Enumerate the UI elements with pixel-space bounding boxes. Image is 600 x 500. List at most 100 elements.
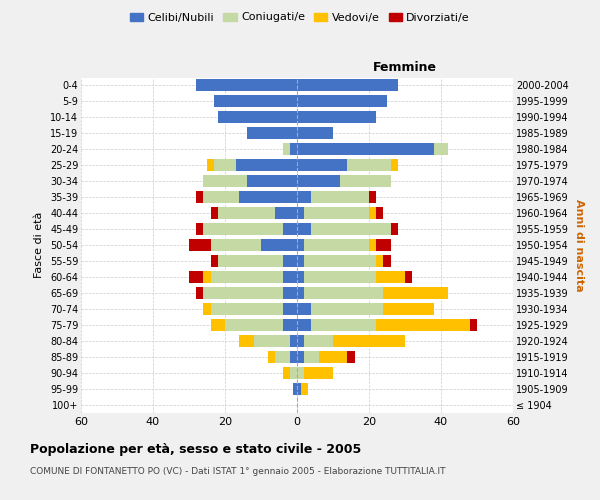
Bar (189, 239, 211, 251)
Bar (203, 175, 247, 187)
Bar (283, 255, 297, 267)
Bar (283, 287, 297, 299)
Bar (297, 334, 304, 346)
Bar (218, 112, 297, 124)
Bar (297, 239, 304, 251)
Bar (297, 112, 376, 124)
Bar (275, 207, 297, 219)
Bar (290, 144, 297, 156)
Bar (290, 366, 297, 378)
Bar (311, 223, 391, 235)
Bar (369, 207, 376, 219)
Bar (333, 334, 405, 346)
Bar (297, 175, 340, 187)
Bar (203, 303, 211, 315)
Bar (311, 303, 383, 315)
Bar (304, 334, 333, 346)
Text: Femmine: Femmine (373, 61, 437, 74)
Bar (247, 175, 297, 187)
Bar (304, 366, 333, 378)
Bar (290, 350, 297, 362)
Bar (268, 350, 275, 362)
Bar (211, 207, 218, 219)
Bar (434, 144, 448, 156)
Bar (376, 207, 383, 219)
Bar (211, 255, 218, 267)
Bar (196, 191, 203, 203)
Bar (239, 191, 297, 203)
Bar (304, 287, 383, 299)
Bar (376, 239, 391, 251)
Bar (383, 287, 448, 299)
Bar (236, 160, 297, 171)
Bar (301, 382, 308, 394)
Bar (304, 239, 369, 251)
Bar (275, 350, 290, 362)
Bar (304, 207, 369, 219)
Bar (247, 128, 297, 140)
Bar (297, 144, 434, 156)
Bar (319, 350, 347, 362)
Bar (297, 96, 387, 108)
Bar (211, 239, 261, 251)
Bar (254, 334, 290, 346)
Text: COMUNE DI FONTANETTO PO (VC) - Dati ISTAT 1° gennaio 2005 - Elaborazione TUTTITA: COMUNE DI FONTANETTO PO (VC) - Dati ISTA… (30, 468, 445, 476)
Bar (297, 80, 398, 92)
Bar (189, 271, 203, 283)
Bar (405, 271, 412, 283)
Bar (340, 175, 391, 187)
Bar (283, 144, 290, 156)
Bar (211, 319, 225, 330)
Bar (376, 271, 405, 283)
Bar (297, 350, 304, 362)
Bar (283, 319, 297, 330)
Bar (293, 382, 297, 394)
Bar (211, 303, 283, 315)
Bar (297, 160, 347, 171)
Bar (297, 366, 304, 378)
Bar (218, 255, 283, 267)
Bar (261, 239, 297, 251)
Bar (283, 303, 297, 315)
Bar (304, 350, 319, 362)
Bar (297, 255, 304, 267)
Bar (347, 350, 355, 362)
Bar (290, 334, 297, 346)
Bar (214, 160, 236, 171)
Bar (297, 287, 304, 299)
Bar (297, 319, 311, 330)
Bar (207, 160, 214, 171)
Bar (304, 255, 376, 267)
Bar (470, 319, 477, 330)
Bar (311, 191, 369, 203)
Bar (203, 191, 239, 203)
Y-axis label: Anni di nascita: Anni di nascita (574, 198, 584, 292)
Bar (311, 319, 376, 330)
Bar (383, 303, 434, 315)
Bar (391, 160, 398, 171)
Bar (283, 366, 290, 378)
Bar (214, 96, 297, 108)
Bar (376, 255, 383, 267)
Bar (283, 271, 297, 283)
Bar (297, 207, 304, 219)
Bar (203, 287, 283, 299)
Bar (196, 80, 297, 92)
Bar (297, 223, 311, 235)
Bar (297, 191, 311, 203)
Bar (369, 239, 376, 251)
Bar (347, 160, 391, 171)
Bar (304, 271, 376, 283)
Bar (203, 271, 211, 283)
Bar (225, 319, 283, 330)
Bar (218, 207, 275, 219)
Legend: Celibi/Nubili, Coniugati/e, Vedovi/e, Divorziati/e: Celibi/Nubili, Coniugati/e, Vedovi/e, Di… (125, 8, 475, 27)
Text: Popolazione per età, sesso e stato civile - 2005: Popolazione per età, sesso e stato civil… (30, 442, 361, 456)
Bar (383, 255, 391, 267)
Bar (297, 128, 333, 140)
Bar (283, 223, 297, 235)
Bar (196, 223, 203, 235)
Bar (297, 382, 301, 394)
Bar (297, 303, 311, 315)
Bar (297, 271, 304, 283)
